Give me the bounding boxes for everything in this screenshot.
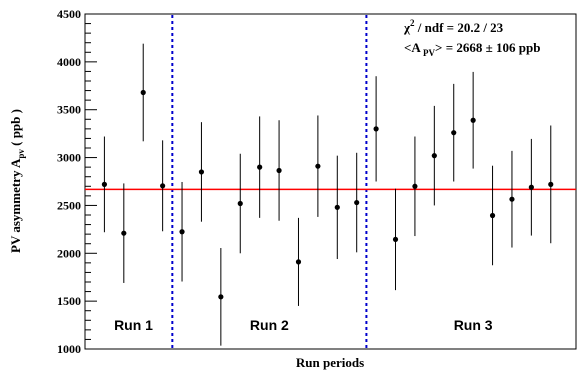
- point-marker: [121, 230, 127, 236]
- fit-annotation-line1: χ2 / ndf = 20.2 / 23: [403, 18, 504, 35]
- fit-annotation-line2: <A PV> = 2668 ± 106 ppb: [404, 40, 540, 58]
- y-tick-label: 2500: [57, 198, 81, 212]
- data-point: [121, 183, 127, 283]
- point-marker: [470, 117, 476, 123]
- point-marker: [509, 196, 515, 202]
- data-point: [451, 83, 457, 182]
- point-marker: [528, 184, 534, 190]
- y-tick-label: 4500: [57, 7, 81, 21]
- y-tick-label: 4000: [57, 55, 81, 69]
- run-labels: Run 1 Run 2 Run 3: [114, 317, 493, 333]
- x-axis-label: Run periods: [296, 355, 364, 370]
- data-point: [218, 248, 224, 346]
- point-marker: [295, 259, 302, 265]
- plot-frame: [84, 13, 577, 350]
- data-point: [373, 76, 379, 182]
- run-label-2: Run 2: [250, 317, 289, 333]
- point-marker: [237, 200, 243, 207]
- run-label-1: Run 1: [114, 317, 153, 333]
- data-point: [237, 153, 243, 254]
- point-marker: [101, 181, 108, 187]
- data-point: [548, 125, 554, 244]
- run-dividers: [171, 15, 368, 348]
- data-point: [276, 120, 282, 221]
- data-point: [257, 116, 263, 218]
- point-marker: [140, 89, 146, 96]
- data-point: [101, 136, 108, 233]
- y-tick-label: 3500: [57, 103, 81, 117]
- data-point: [470, 71, 476, 169]
- y-axis: 1000 1500 2000 2500 3000 3500 4000 4500: [57, 7, 97, 356]
- y-tick-label: 1500: [57, 294, 81, 308]
- y-tick-label: 1000: [57, 342, 81, 356]
- data-point: [354, 152, 360, 253]
- y-tick-label: 3000: [57, 151, 81, 165]
- data-point: [160, 140, 166, 232]
- data-point: [179, 181, 185, 282]
- data-point: [315, 115, 321, 217]
- point-marker: [276, 167, 282, 174]
- point-marker: [218, 294, 224, 300]
- data-point: [489, 165, 496, 266]
- point-marker: [548, 181, 554, 187]
- data-point: [412, 136, 418, 237]
- data-point: [392, 188, 399, 291]
- point-marker: [198, 169, 205, 175]
- y-tick-label: 2000: [57, 246, 81, 260]
- data-point: [334, 155, 340, 260]
- run-label-3: Run 3: [454, 317, 493, 333]
- point-marker: [392, 236, 399, 243]
- point-marker: [354, 199, 360, 206]
- y-axis-label: PV asymmetry Apv ( ppb ): [8, 109, 26, 253]
- point-marker: [412, 183, 418, 189]
- data-point: [198, 122, 205, 222]
- data-point: [509, 150, 515, 248]
- point-marker: [334, 204, 340, 210]
- point-marker: [489, 212, 496, 219]
- data-point: [295, 217, 302, 306]
- data-point: [140, 43, 146, 142]
- point-marker: [451, 130, 457, 136]
- point-marker: [431, 153, 437, 159]
- point-marker: [257, 164, 263, 170]
- data-point: [431, 105, 437, 206]
- point-marker: [373, 126, 379, 132]
- point-marker: [179, 229, 185, 235]
- data-point: [528, 138, 534, 236]
- point-marker: [315, 163, 321, 169]
- point-marker: [160, 183, 166, 189]
- data-points: [101, 43, 554, 346]
